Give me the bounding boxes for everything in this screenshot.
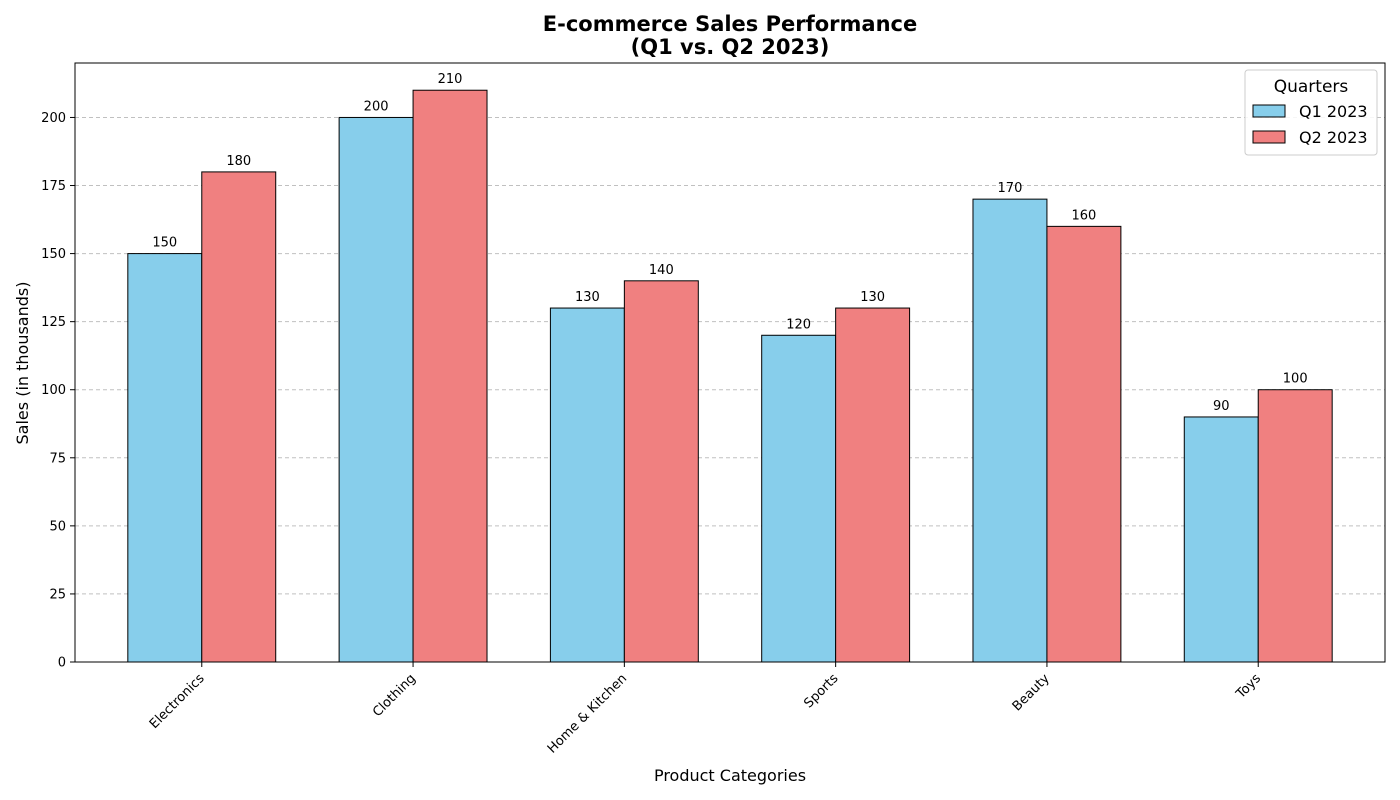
grid-lines bbox=[75, 116, 1385, 595]
x-tick-label-home-kitchen: Home & Kitchen bbox=[545, 671, 630, 756]
y-tick-label-50: 50 bbox=[49, 519, 66, 534]
data-label-clothing-q2-2023: 210 bbox=[438, 72, 463, 87]
data-label-sports-q1-2023: 120 bbox=[786, 317, 811, 332]
bar-home-kitchen-q2-2023 bbox=[623, 280, 699, 663]
x-tick-label-toys: Toys bbox=[1233, 671, 1264, 702]
data-label-toys-q1-2023: 90 bbox=[1213, 399, 1230, 414]
data-labels: 150 180 200 210 130 140 120 130 170 160 90 100 bbox=[152, 72, 1307, 414]
legend-swatch-q1 bbox=[1252, 104, 1286, 118]
x-tick-label-electronics: Electronics bbox=[147, 671, 208, 732]
y-tick-label-200: 200 bbox=[41, 111, 66, 126]
y-tick-label-175: 175 bbox=[41, 179, 66, 194]
x-axis-ticks: Electronics Clothing Home & Kitchen Sports B… bbox=[147, 662, 1264, 757]
bar-electronics-q2-2023 bbox=[201, 171, 277, 663]
bar-sports-q1-2023 bbox=[761, 334, 837, 663]
x-tick-label-clothing: Clothing bbox=[370, 671, 419, 720]
data-label-electronics-q2-2023: 180 bbox=[226, 154, 251, 169]
bar-sports-q2-2023 bbox=[835, 307, 911, 663]
x-tick-label-beauty: Beauty bbox=[1010, 671, 1053, 714]
bars bbox=[127, 89, 1333, 663]
plot-area bbox=[74, 62, 1386, 663]
y-tick-label-75: 75 bbox=[49, 451, 66, 466]
x-tick-label-sports: Sports bbox=[801, 671, 841, 711]
bar-clothing-q2-2023 bbox=[412, 89, 488, 663]
chart-title-line-1: E-commerce Sales Performance bbox=[543, 12, 917, 36]
bar-electronics-q1-2023 bbox=[127, 253, 203, 663]
legend: Quarters Q1 2023 Q2 2023 bbox=[1244, 69, 1378, 156]
chart-title-line-2: (Q1 vs. Q2 2023) bbox=[631, 35, 830, 59]
legend-title: Quarters bbox=[1274, 77, 1349, 97]
y-tick-label-0: 0 bbox=[58, 656, 66, 671]
bar-toys-q1-2023 bbox=[1183, 416, 1259, 663]
data-label-clothing-q1-2023: 200 bbox=[364, 99, 389, 114]
data-label-beauty-q1-2023: 170 bbox=[998, 181, 1023, 196]
data-label-beauty-q2-2023: 160 bbox=[1071, 208, 1096, 223]
y-tick-label-100: 100 bbox=[41, 383, 66, 398]
y-tick-label-25: 25 bbox=[49, 587, 66, 602]
bar-home-kitchen-q1-2023 bbox=[549, 307, 625, 663]
legend-label-q1: Q1 2023 bbox=[1299, 102, 1368, 121]
y-tick-label-150: 150 bbox=[41, 247, 66, 262]
bar-beauty-q1-2023 bbox=[972, 198, 1048, 663]
data-label-home-kitchen-q2-2023: 140 bbox=[649, 263, 674, 278]
bar-toys-q2-2023 bbox=[1257, 389, 1333, 663]
data-label-toys-q2-2023: 100 bbox=[1283, 372, 1308, 387]
y-axis-label: Sales (in thousands) bbox=[13, 282, 32, 445]
bar-clothing-q1-2023 bbox=[338, 116, 414, 663]
data-label-sports-q2-2023: 130 bbox=[860, 290, 885, 305]
data-label-electronics-q1-2023: 150 bbox=[152, 236, 177, 251]
bar-beauty-q2-2023 bbox=[1046, 225, 1122, 663]
y-axis-ticks: 0 25 50 75 100 125 150 175 200 bbox=[41, 111, 75, 671]
y-tick-label-125: 125 bbox=[41, 315, 66, 330]
legend-swatch-q2 bbox=[1252, 130, 1286, 144]
legend-label-q2: Q2 2023 bbox=[1299, 128, 1368, 147]
x-axis-label: Product Categories bbox=[654, 766, 806, 785]
data-label-home-kitchen-q1-2023: 130 bbox=[575, 290, 600, 305]
